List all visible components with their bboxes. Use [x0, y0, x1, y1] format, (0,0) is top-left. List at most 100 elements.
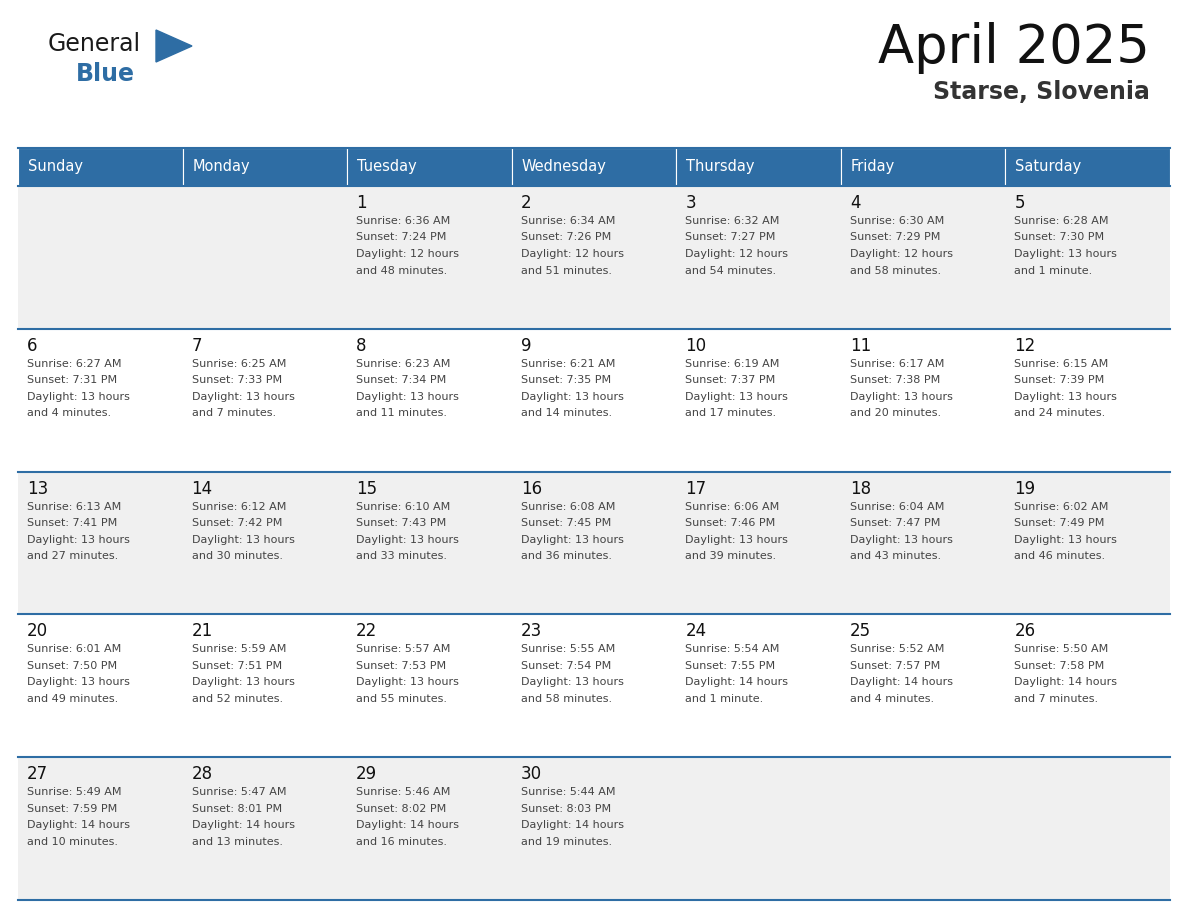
Text: Sunset: 8:01 PM: Sunset: 8:01 PM — [191, 803, 282, 813]
Text: and 11 minutes.: and 11 minutes. — [356, 409, 447, 419]
Text: and 54 minutes.: and 54 minutes. — [685, 265, 777, 275]
Text: Sunrise: 6:25 AM: Sunrise: 6:25 AM — [191, 359, 286, 369]
Text: and 7 minutes.: and 7 minutes. — [191, 409, 276, 419]
Text: 5: 5 — [1015, 194, 1025, 212]
Text: 29: 29 — [356, 766, 378, 783]
Text: Daylight: 13 hours: Daylight: 13 hours — [1015, 249, 1117, 259]
Text: Sunrise: 6:10 AM: Sunrise: 6:10 AM — [356, 501, 450, 511]
Text: Daylight: 12 hours: Daylight: 12 hours — [685, 249, 789, 259]
Text: and 52 minutes.: and 52 minutes. — [191, 694, 283, 704]
Text: Sunrise: 6:13 AM: Sunrise: 6:13 AM — [27, 501, 121, 511]
Text: 13: 13 — [27, 479, 49, 498]
Text: Sunrise: 6:04 AM: Sunrise: 6:04 AM — [849, 501, 944, 511]
Text: Daylight: 13 hours: Daylight: 13 hours — [1015, 534, 1117, 544]
Text: and 49 minutes.: and 49 minutes. — [27, 694, 119, 704]
Text: 15: 15 — [356, 479, 378, 498]
Text: Sunset: 7:43 PM: Sunset: 7:43 PM — [356, 518, 447, 528]
Text: 25: 25 — [849, 622, 871, 641]
Text: Sunday: Sunday — [29, 160, 83, 174]
Text: and 36 minutes.: and 36 minutes. — [520, 551, 612, 561]
Text: Sunrise: 5:55 AM: Sunrise: 5:55 AM — [520, 644, 615, 655]
Text: Daylight: 13 hours: Daylight: 13 hours — [520, 392, 624, 402]
Text: Daylight: 14 hours: Daylight: 14 hours — [27, 820, 129, 830]
Text: Sunrise: 6:28 AM: Sunrise: 6:28 AM — [1015, 216, 1108, 226]
Text: Daylight: 13 hours: Daylight: 13 hours — [191, 534, 295, 544]
Text: Sunrise: 6:19 AM: Sunrise: 6:19 AM — [685, 359, 779, 369]
Text: Daylight: 12 hours: Daylight: 12 hours — [356, 249, 459, 259]
Bar — [841, 148, 1005, 186]
Text: 27: 27 — [27, 766, 49, 783]
Text: Blue: Blue — [76, 62, 135, 86]
Text: and 58 minutes.: and 58 minutes. — [520, 694, 612, 704]
Text: Sunrise: 6:21 AM: Sunrise: 6:21 AM — [520, 359, 615, 369]
Text: and 7 minutes.: and 7 minutes. — [1015, 694, 1099, 704]
Text: 26: 26 — [1015, 622, 1036, 641]
Text: Sunrise: 5:50 AM: Sunrise: 5:50 AM — [1015, 644, 1108, 655]
Text: Sunrise: 5:57 AM: Sunrise: 5:57 AM — [356, 644, 450, 655]
Text: Sunset: 7:35 PM: Sunset: 7:35 PM — [520, 375, 611, 386]
Text: Sunset: 8:03 PM: Sunset: 8:03 PM — [520, 803, 611, 813]
Text: 21: 21 — [191, 622, 213, 641]
Polygon shape — [156, 30, 192, 62]
Text: Daylight: 13 hours: Daylight: 13 hours — [849, 392, 953, 402]
Text: Daylight: 13 hours: Daylight: 13 hours — [520, 534, 624, 544]
Text: 9: 9 — [520, 337, 531, 354]
Text: and 39 minutes.: and 39 minutes. — [685, 551, 777, 561]
Text: Daylight: 13 hours: Daylight: 13 hours — [356, 677, 459, 688]
Text: Daylight: 13 hours: Daylight: 13 hours — [27, 392, 129, 402]
Text: Sunrise: 5:54 AM: Sunrise: 5:54 AM — [685, 644, 779, 655]
Text: Daylight: 13 hours: Daylight: 13 hours — [356, 392, 459, 402]
Text: 8: 8 — [356, 337, 367, 354]
Text: Daylight: 13 hours: Daylight: 13 hours — [191, 677, 295, 688]
Text: and 27 minutes.: and 27 minutes. — [27, 551, 119, 561]
Text: Sunrise: 6:12 AM: Sunrise: 6:12 AM — [191, 501, 286, 511]
Text: Sunset: 8:02 PM: Sunset: 8:02 PM — [356, 803, 447, 813]
Text: Sunset: 7:55 PM: Sunset: 7:55 PM — [685, 661, 776, 671]
Text: Sunrise: 5:44 AM: Sunrise: 5:44 AM — [520, 788, 615, 797]
Text: Tuesday: Tuesday — [358, 160, 417, 174]
Text: 22: 22 — [356, 622, 378, 641]
Text: 11: 11 — [849, 337, 871, 354]
Text: Sunrise: 6:36 AM: Sunrise: 6:36 AM — [356, 216, 450, 226]
Text: Friday: Friday — [851, 160, 895, 174]
Text: and 51 minutes.: and 51 minutes. — [520, 265, 612, 275]
Text: Sunset: 7:50 PM: Sunset: 7:50 PM — [27, 661, 118, 671]
Text: Sunset: 7:46 PM: Sunset: 7:46 PM — [685, 518, 776, 528]
Text: 16: 16 — [520, 479, 542, 498]
Text: and 43 minutes.: and 43 minutes. — [849, 551, 941, 561]
Text: and 1 minute.: and 1 minute. — [685, 694, 764, 704]
Text: Daylight: 13 hours: Daylight: 13 hours — [27, 534, 129, 544]
Text: Sunset: 7:41 PM: Sunset: 7:41 PM — [27, 518, 118, 528]
Text: 30: 30 — [520, 766, 542, 783]
Text: Sunset: 7:53 PM: Sunset: 7:53 PM — [356, 661, 447, 671]
Bar — [18, 757, 1170, 900]
Text: Daylight: 13 hours: Daylight: 13 hours — [685, 392, 788, 402]
Text: and 33 minutes.: and 33 minutes. — [356, 551, 447, 561]
Text: Sunset: 7:24 PM: Sunset: 7:24 PM — [356, 232, 447, 242]
Text: Sunset: 7:27 PM: Sunset: 7:27 PM — [685, 232, 776, 242]
Text: and 24 minutes.: and 24 minutes. — [1015, 409, 1106, 419]
Bar — [18, 472, 1170, 614]
Text: 10: 10 — [685, 337, 707, 354]
Text: Daylight: 14 hours: Daylight: 14 hours — [1015, 677, 1118, 688]
Text: and 14 minutes.: and 14 minutes. — [520, 409, 612, 419]
Text: Sunrise: 5:46 AM: Sunrise: 5:46 AM — [356, 788, 450, 797]
Text: Monday: Monday — [192, 160, 251, 174]
Text: Wednesday: Wednesday — [522, 160, 607, 174]
Text: Sunrise: 6:32 AM: Sunrise: 6:32 AM — [685, 216, 779, 226]
Text: and 20 minutes.: and 20 minutes. — [849, 409, 941, 419]
Text: 7: 7 — [191, 337, 202, 354]
Text: Daylight: 13 hours: Daylight: 13 hours — [1015, 392, 1117, 402]
Text: 19: 19 — [1015, 479, 1036, 498]
Text: Sunset: 7:31 PM: Sunset: 7:31 PM — [27, 375, 118, 386]
Text: Sunrise: 5:59 AM: Sunrise: 5:59 AM — [191, 644, 286, 655]
Text: 24: 24 — [685, 622, 707, 641]
Bar — [183, 148, 347, 186]
Text: Sunrise: 6:23 AM: Sunrise: 6:23 AM — [356, 359, 450, 369]
Text: Daylight: 14 hours: Daylight: 14 hours — [685, 677, 789, 688]
Text: Sunrise: 6:17 AM: Sunrise: 6:17 AM — [849, 359, 944, 369]
Text: Sunset: 7:42 PM: Sunset: 7:42 PM — [191, 518, 282, 528]
Bar — [347, 148, 512, 186]
Text: Sunset: 7:34 PM: Sunset: 7:34 PM — [356, 375, 447, 386]
Text: Sunset: 7:33 PM: Sunset: 7:33 PM — [191, 375, 282, 386]
